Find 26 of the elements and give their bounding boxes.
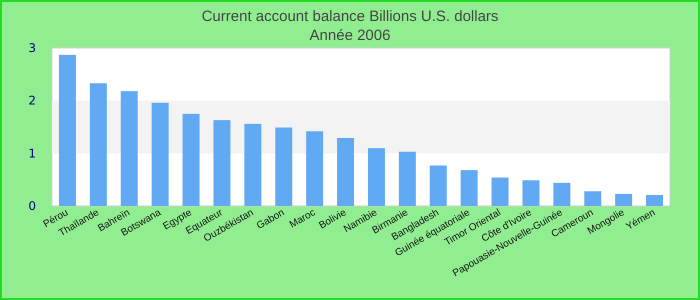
bar: [368, 148, 385, 206]
bar: [615, 194, 632, 206]
bar: [584, 191, 602, 206]
y-tick-label: 2: [28, 94, 36, 108]
bar: [337, 138, 354, 206]
y-tick-label: 0: [28, 199, 36, 213]
bar: [182, 114, 200, 206]
bar: [460, 170, 478, 206]
chart-subtitle: Année 2006: [310, 27, 390, 44]
bar: [646, 194, 664, 206]
bar: [430, 165, 447, 206]
bar: [492, 178, 509, 206]
chart-title: Current account balance Billions U.S. dollars: [202, 8, 498, 25]
bar: [58, 54, 76, 206]
bar: [90, 83, 107, 206]
bar: [275, 128, 292, 206]
y-tick-label: 3: [28, 41, 36, 55]
bar: [553, 182, 570, 206]
bar: [398, 152, 416, 206]
bar: [120, 91, 138, 206]
bar: [152, 102, 169, 206]
bar: [306, 131, 324, 206]
bar: [522, 180, 540, 206]
bar: [213, 120, 230, 206]
y-tick-label: 1: [28, 146, 36, 160]
bar: [244, 124, 262, 206]
